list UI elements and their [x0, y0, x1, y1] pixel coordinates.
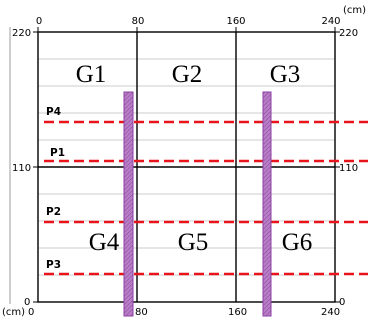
region-label-g4: G4	[89, 229, 120, 256]
bottom-axis-label-0: 0	[28, 307, 34, 318]
vertical-bar-right	[262, 91, 272, 317]
right-axis-label-0: 0	[339, 297, 345, 308]
left-axis: 220 110 0	[12, 28, 38, 308]
right-axis: 220 110 0	[335, 28, 358, 308]
region-label-g5: G5	[178, 229, 209, 256]
bottom-axis-label-80: 80	[135, 307, 148, 318]
region-labels: G1 G2 G3 G4 G5 G6	[76, 61, 313, 256]
left-axis-label-220: 220	[12, 28, 31, 39]
top-axis-label-160: 160	[226, 16, 245, 27]
top-axis-label-240: 240	[321, 16, 340, 27]
bottom-axis-label-240: 240	[321, 307, 340, 318]
line-label-p2: P2	[46, 206, 61, 218]
left-axis-label-0: 0	[24, 297, 30, 308]
region-label-g3: G3	[270, 61, 301, 88]
right-axis-label-220: 220	[339, 28, 358, 39]
top-axis-label-0: 0	[36, 16, 42, 27]
bottom-axis-unit: (cm)	[2, 307, 25, 318]
line-label-p3: P3	[46, 259, 61, 271]
line-label-p4: P4	[46, 106, 61, 118]
top-axis-label-80: 80	[132, 16, 145, 27]
line-labels: P4 P1 P2 P3	[46, 106, 65, 271]
right-axis-label-110: 110	[339, 163, 358, 174]
bottom-axis: (cm) 0 80 160 240	[2, 307, 340, 318]
bottom-axis-label-160: 160	[228, 307, 247, 318]
region-label-g6: G6	[282, 229, 313, 256]
top-axis-unit: (cm)	[343, 5, 366, 16]
region-label-g2: G2	[172, 61, 203, 88]
dashed-lines	[44, 120, 368, 276]
vertical-bar-left	[123, 91, 134, 317]
top-axis: 0 80 160 240 (cm)	[36, 5, 366, 32]
left-axis-label-110: 110	[12, 163, 31, 174]
vertical-bars	[123, 91, 272, 317]
region-label-g1: G1	[76, 61, 107, 88]
line-label-p1: P1	[50, 147, 65, 159]
